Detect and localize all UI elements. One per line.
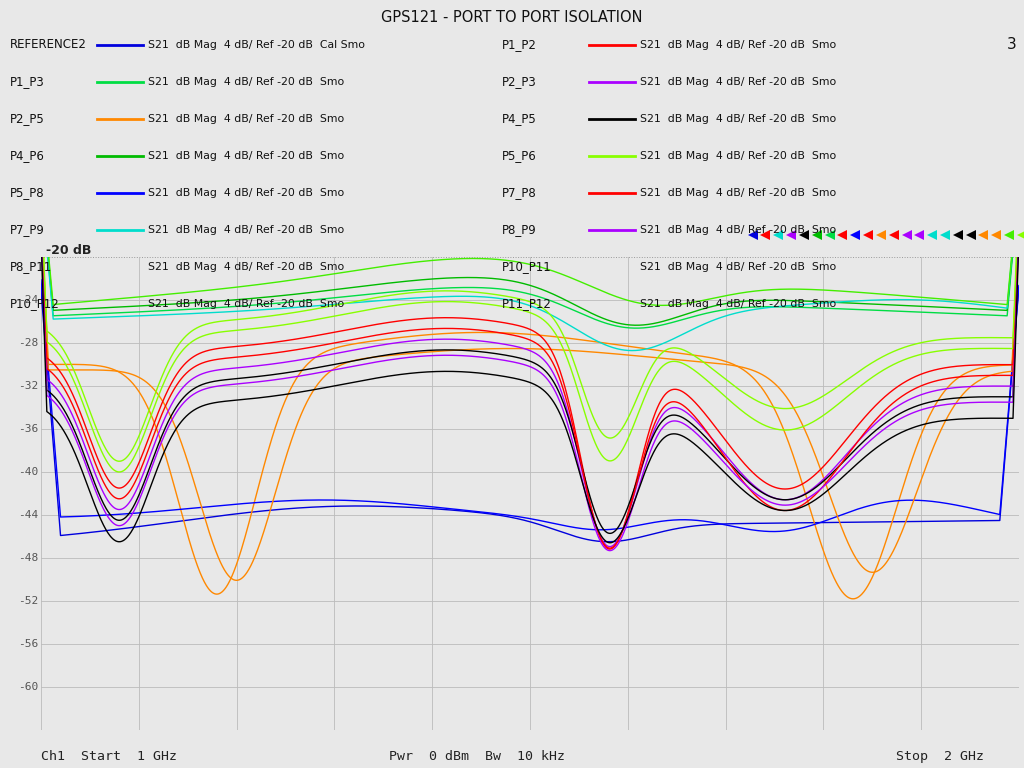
Text: GPS121 - PORT TO PORT ISOLATION: GPS121 - PORT TO PORT ISOLATION bbox=[381, 10, 643, 25]
Text: P8_P11: P8_P11 bbox=[10, 260, 52, 273]
Text: S21  dB Mag  4 dB/ Ref -20 dB  Smo: S21 dB Mag 4 dB/ Ref -20 dB Smo bbox=[148, 151, 345, 161]
Text: P1_P2: P1_P2 bbox=[502, 38, 537, 51]
Text: P1_P3: P1_P3 bbox=[10, 75, 45, 88]
Text: -52: -52 bbox=[17, 596, 38, 606]
Text: -40: -40 bbox=[17, 467, 38, 477]
Text: S21  dB Mag  4 dB/ Ref -20 dB  Smo: S21 dB Mag 4 dB/ Ref -20 dB Smo bbox=[148, 224, 345, 235]
Text: S21  dB Mag  4 dB/ Ref -20 dB  Smo: S21 dB Mag 4 dB/ Ref -20 dB Smo bbox=[640, 40, 837, 50]
Text: -60: -60 bbox=[17, 682, 38, 692]
Text: S21  dB Mag  4 dB/ Ref -20 dB  Smo: S21 dB Mag 4 dB/ Ref -20 dB Smo bbox=[640, 299, 837, 309]
Text: S21  dB Mag  4 dB/ Ref -20 dB  Smo: S21 dB Mag 4 dB/ Ref -20 dB Smo bbox=[640, 151, 837, 161]
Text: P4_P5: P4_P5 bbox=[502, 112, 537, 125]
Text: -44: -44 bbox=[17, 510, 38, 520]
Text: P2_P5: P2_P5 bbox=[10, 112, 45, 125]
Text: Ch1  Start  1 GHz: Ch1 Start 1 GHz bbox=[41, 750, 177, 763]
Text: P2_P3: P2_P3 bbox=[502, 75, 537, 88]
Text: -48: -48 bbox=[17, 553, 38, 563]
Text: S21  dB Mag  4 dB/ Ref -20 dB  Smo: S21 dB Mag 4 dB/ Ref -20 dB Smo bbox=[640, 187, 837, 197]
Text: S21  dB Mag  4 dB/ Ref -20 dB  Smo: S21 dB Mag 4 dB/ Ref -20 dB Smo bbox=[148, 299, 345, 309]
Text: P8_P9: P8_P9 bbox=[502, 223, 537, 236]
Text: P5_P6: P5_P6 bbox=[502, 149, 537, 162]
Text: -28: -28 bbox=[17, 338, 38, 348]
Text: S21  dB Mag  4 dB/ Ref -20 dB  Smo: S21 dB Mag 4 dB/ Ref -20 dB Smo bbox=[640, 224, 837, 235]
Text: P7_P8: P7_P8 bbox=[502, 186, 537, 199]
Text: 3: 3 bbox=[1007, 38, 1017, 52]
Text: Pwr  0 dBm  Bw  10 kHz: Pwr 0 dBm Bw 10 kHz bbox=[389, 750, 565, 763]
Text: S21  dB Mag  4 dB/ Ref -20 dB  Smo: S21 dB Mag 4 dB/ Ref -20 dB Smo bbox=[640, 77, 837, 87]
Text: S21  dB Mag  4 dB/ Ref -20 dB  Smo: S21 dB Mag 4 dB/ Ref -20 dB Smo bbox=[148, 187, 345, 197]
Text: S21  dB Mag  4 dB/ Ref -20 dB  Smo: S21 dB Mag 4 dB/ Ref -20 dB Smo bbox=[640, 262, 837, 272]
Text: -56: -56 bbox=[17, 639, 38, 649]
Text: S21  dB Mag  4 dB/ Ref -20 dB  Smo: S21 dB Mag 4 dB/ Ref -20 dB Smo bbox=[148, 77, 345, 87]
Text: P11_P12: P11_P12 bbox=[502, 297, 552, 310]
Text: P5_P8: P5_P8 bbox=[10, 186, 45, 199]
Text: -24: -24 bbox=[17, 295, 38, 305]
Text: P10_P12: P10_P12 bbox=[10, 297, 60, 310]
Text: S21  dB Mag  4 dB/ Ref -20 dB  Smo: S21 dB Mag 4 dB/ Ref -20 dB Smo bbox=[148, 114, 345, 124]
Text: S21  dB Mag  4 dB/ Ref -20 dB  Cal Smo: S21 dB Mag 4 dB/ Ref -20 dB Cal Smo bbox=[148, 40, 366, 50]
Text: P4_P6: P4_P6 bbox=[10, 149, 45, 162]
Text: -36: -36 bbox=[17, 424, 38, 434]
Text: P7_P9: P7_P9 bbox=[10, 223, 45, 236]
Text: -20 dB: -20 dB bbox=[46, 244, 91, 257]
Text: S21  dB Mag  4 dB/ Ref -20 dB  Smo: S21 dB Mag 4 dB/ Ref -20 dB Smo bbox=[148, 262, 345, 272]
Text: Stop  2 GHz: Stop 2 GHz bbox=[896, 750, 984, 763]
Text: REFERENCE2: REFERENCE2 bbox=[10, 38, 87, 51]
Text: P10_P11: P10_P11 bbox=[502, 260, 552, 273]
Text: S21  dB Mag  4 dB/ Ref -20 dB  Smo: S21 dB Mag 4 dB/ Ref -20 dB Smo bbox=[640, 114, 837, 124]
Text: -32: -32 bbox=[17, 381, 38, 391]
